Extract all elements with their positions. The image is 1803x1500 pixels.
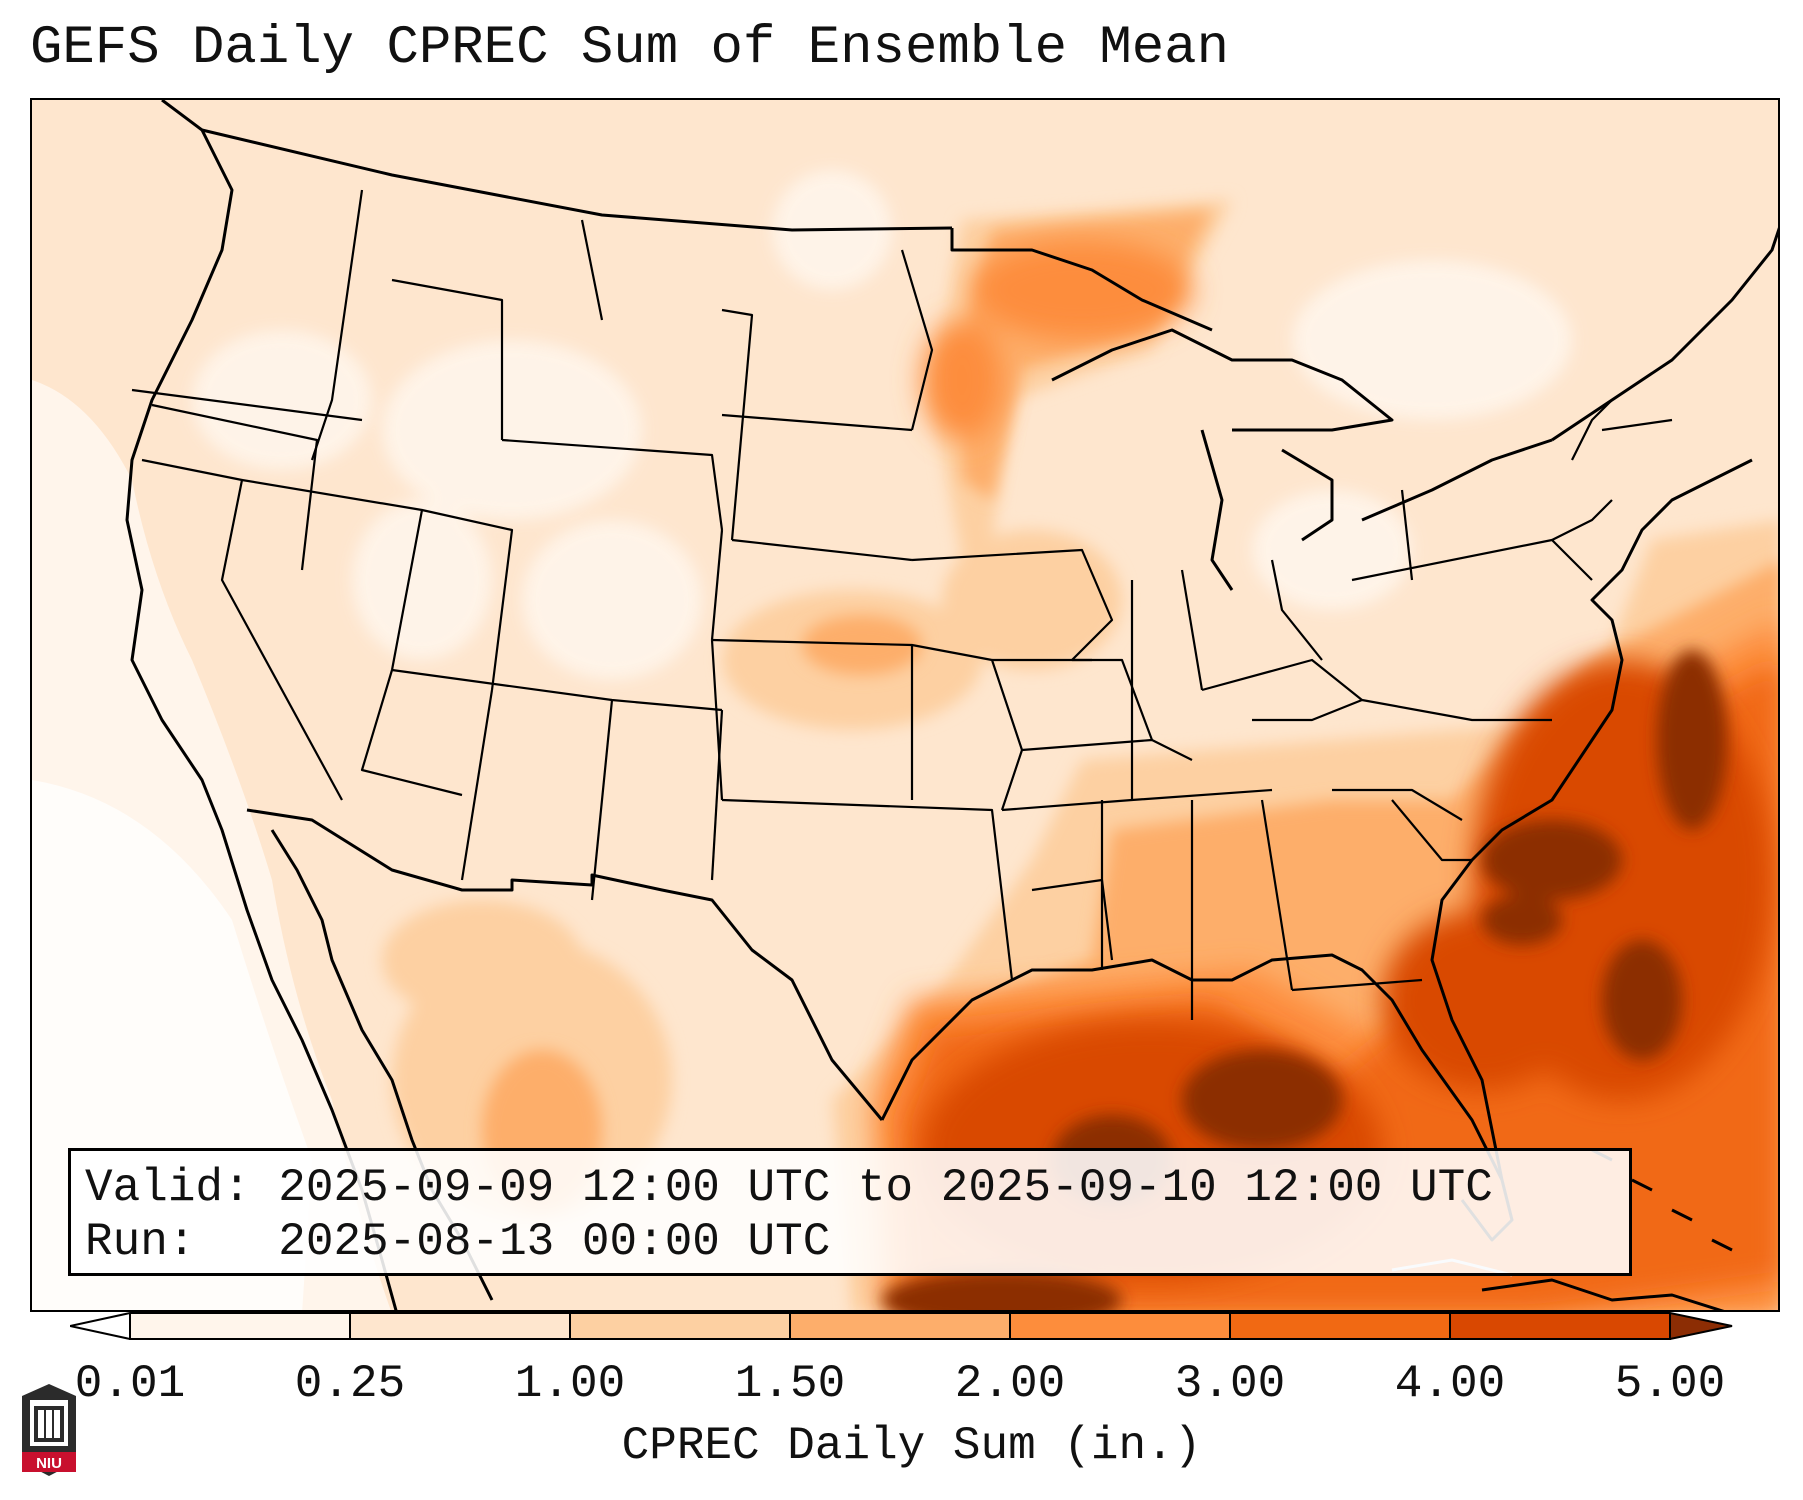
colorbar-segment: [1010, 1313, 1231, 1339]
colorbar-extend-low: [70, 1313, 130, 1339]
colorbar-segment: [570, 1313, 791, 1339]
colorbar-segment: [130, 1313, 351, 1339]
colorbar: [70, 1312, 1733, 1340]
run-time-text: Run: 2025-08-13 00:00 UTC: [85, 1216, 831, 1268]
valid-run-info-box: Valid: 2025-09-09 12:00 UTC to 2025-09-1…: [68, 1148, 1632, 1276]
colorbar-tick-label: 0.01: [74, 1358, 186, 1410]
country-borders: [125, 100, 1778, 1310]
colorbar-label: CPREC Daily Sum (in.): [621, 1420, 1202, 1472]
logo-text: NIU: [36, 1455, 62, 1472]
colorbar-tick-label: 5.00: [1614, 1358, 1726, 1410]
colorbar-tick-label: 1.00: [514, 1358, 626, 1410]
colorbar-extend-high: [1670, 1313, 1732, 1339]
map-panel[interactable]: [30, 98, 1780, 1312]
colorbar-tick-label: 0.25: [294, 1358, 406, 1410]
colorbar-tick-label: 3.00: [1174, 1358, 1286, 1410]
precip-map: [32, 100, 1778, 1310]
colorbar-tick-label: 4.00: [1394, 1358, 1506, 1410]
colorbar-segment: [1450, 1313, 1671, 1339]
colorbar-segment: [1230, 1313, 1451, 1339]
niu-logo-icon: NIU: [22, 1384, 76, 1476]
colorbar-segment: [790, 1313, 1011, 1339]
colorbar-segment: [350, 1313, 571, 1339]
colorbar-tick-label: 1.50: [734, 1358, 846, 1410]
valid-time-text: Valid: 2025-09-09 12:00 UTC to 2025-09-1…: [85, 1162, 1493, 1214]
colorbar-tick-label: 2.00: [954, 1358, 1066, 1410]
chart-title: GEFS Daily CPREC Sum of Ensemble Mean: [30, 18, 1229, 79]
state-borders: [131, 189, 1673, 1020]
